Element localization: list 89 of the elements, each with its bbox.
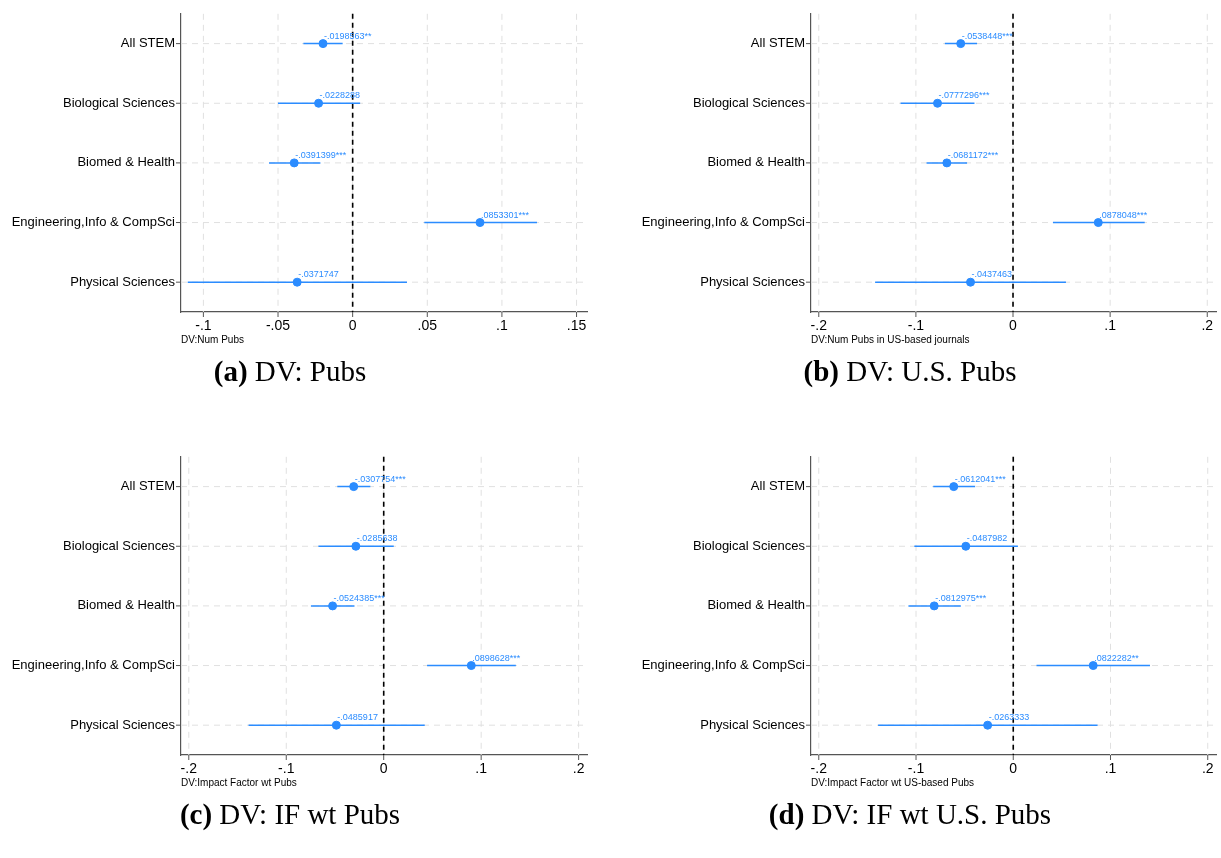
data-label: -.0391399*** <box>295 149 347 160</box>
x-tick-label: .1 <box>496 317 508 334</box>
y-tick-label: Engineering,Info & CompSci <box>11 214 176 230</box>
point <box>466 661 476 671</box>
x-tick-label: -.1 <box>907 317 925 334</box>
y-tick-label: Biomed & Health <box>77 597 175 613</box>
x-tick-label: .1 <box>1104 317 1117 334</box>
data-label: -.0487982 <box>966 533 1008 544</box>
y-tick-label: Physical Sciences <box>70 716 176 732</box>
y-tick-label: Biological Sciences <box>62 537 176 553</box>
data-label: -.0285638 <box>356 533 398 544</box>
y-tick-label: Biomed & Health <box>707 154 805 170</box>
data-label: -.0228288 <box>319 90 361 101</box>
point <box>1088 661 1098 671</box>
point <box>966 277 976 287</box>
x-tick-label: 0 <box>1009 760 1018 777</box>
data-label: -.0524385*** <box>333 592 386 603</box>
point <box>929 601 939 611</box>
text: (b) DV: U.S. Pubs <box>802 355 1018 388</box>
point <box>475 218 485 228</box>
x-tick-label: 0 <box>1009 317 1018 334</box>
data-label: -.0198563** <box>324 30 373 41</box>
y-tick-label: All STEM <box>750 35 805 51</box>
x-tick-label: .1 <box>475 760 488 777</box>
y-tick-label: All STEM <box>750 478 805 494</box>
x-tick-label: -.2 <box>180 760 198 777</box>
point <box>318 39 328 49</box>
x-tick-label: .2 <box>572 760 585 777</box>
y-tick-label: Biological Sciences <box>692 537 806 553</box>
x-axis-title: DV:Impact Factor wt Pubs <box>181 776 297 788</box>
data-label: -.0612041*** <box>954 473 1007 484</box>
y-tick-label: Engineering,Info & CompSci <box>641 657 806 673</box>
y-tick-label: Physical Sciences <box>70 273 176 289</box>
y-tick-label: Biological Sciences <box>692 94 806 110</box>
y-tick-label: All STEM <box>120 35 175 51</box>
data-label: -.0681172*** <box>947 149 999 160</box>
y-tick-label: Physical Sciences <box>700 273 806 289</box>
x-tick-label: .05 <box>417 317 438 334</box>
x-axis-title: DV:Num Pubs <box>181 333 244 345</box>
y-tick-label: All STEM <box>120 478 175 494</box>
y-tick-label: Engineering,Info & CompSci <box>11 657 176 673</box>
text: (d) DV: IF wt U.S. Pubs <box>767 798 1053 831</box>
data-label: .0853301*** <box>481 209 530 220</box>
point <box>949 482 959 492</box>
x-tick-label: -.1 <box>195 317 212 334</box>
point <box>983 720 993 730</box>
y-tick-label: Biological Sciences <box>62 94 176 110</box>
x-tick-label: -.05 <box>265 317 291 334</box>
x-axis-title: DV:Impact Factor wt US-based Pubs <box>811 776 975 788</box>
data-label: -.0485917 <box>337 712 378 723</box>
data-label: -.0538448*** <box>961 30 1014 41</box>
data-label: -.0437463 <box>971 269 1013 280</box>
point <box>961 541 971 551</box>
point <box>1093 218 1103 228</box>
point <box>349 482 359 492</box>
data-label: -.0777296*** <box>938 90 991 101</box>
point <box>331 720 341 730</box>
point <box>289 158 299 168</box>
point <box>933 98 943 108</box>
point <box>942 158 952 168</box>
x-tick-label: .2 <box>1201 317 1214 334</box>
point <box>314 98 324 108</box>
x-tick-label: -.2 <box>810 317 828 334</box>
x-tick-label: 0 <box>348 317 357 334</box>
x-tick-label: .1 <box>1104 760 1117 777</box>
data-label: -.0371747 <box>298 269 339 280</box>
text: (c) DV: IF wt Pubs <box>178 798 402 831</box>
x-tick-label: -.2 <box>810 760 828 777</box>
x-tick-label: .2 <box>1201 760 1214 777</box>
y-tick-label: Engineering,Info & CompSci <box>641 214 806 230</box>
y-tick-label: Biomed & Health <box>77 154 175 170</box>
point <box>956 39 966 49</box>
data-label: .0898628*** <box>472 652 521 663</box>
point <box>292 277 302 287</box>
y-tick-label: Physical Sciences <box>700 716 806 732</box>
x-tick-label: -.1 <box>278 760 295 777</box>
x-tick-label: -.1 <box>907 760 925 777</box>
data-label: -.0307754*** <box>354 473 407 484</box>
data-label: -.0263333 <box>988 712 1030 723</box>
text: (a) DV: Pubs <box>212 355 368 388</box>
data-label: .0878048*** <box>1099 209 1148 220</box>
point <box>351 541 361 551</box>
data-label: -.0812975*** <box>935 592 987 603</box>
x-tick-label: .15 <box>566 317 587 334</box>
data-label: .0822282** <box>1094 652 1140 663</box>
x-axis-title: DV:Num Pubs in US-based journals <box>811 333 970 345</box>
x-tick-label: 0 <box>379 760 388 777</box>
y-tick-label: Biomed & Health <box>707 597 805 613</box>
point <box>328 601 338 611</box>
